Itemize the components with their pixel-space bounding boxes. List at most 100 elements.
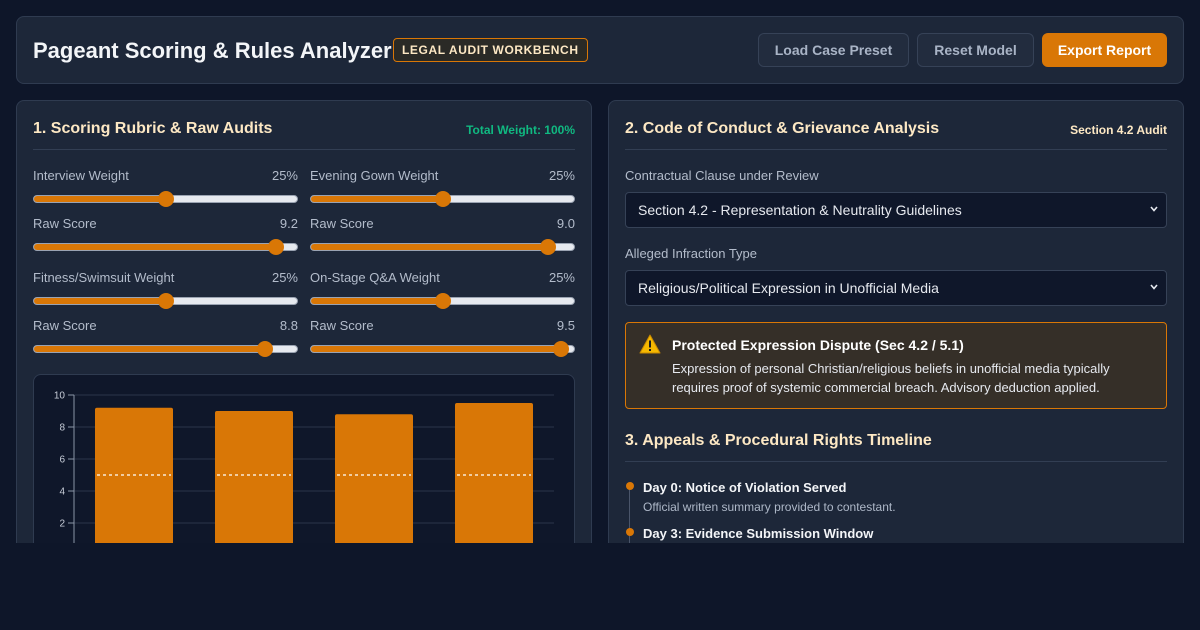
page-background: [0, 543, 1200, 630]
section-audit-label: Section 4.2 Audit: [1070, 123, 1167, 137]
weight-label: On-Stage Q&A Weight: [310, 270, 440, 285]
score-chart: 10 8 6 4 2: [33, 374, 575, 574]
scoring-rubric-panel: 1. Scoring Rubric & Raw Audits Total Wei…: [16, 100, 592, 574]
score-bar-chart: 10 8 6 4 2: [54, 391, 554, 573]
slider-fill: [34, 298, 166, 304]
infraction-select[interactable]: Religious/Political Expression in Unoffi…: [625, 270, 1167, 306]
slider-thumb[interactable]: [257, 341, 274, 357]
panel-divider: [625, 461, 1167, 462]
reset-model-button[interactable]: Reset Model: [917, 33, 1034, 67]
slider-header: Raw Score 8.8: [33, 318, 298, 334]
score-label: Raw Score: [33, 318, 97, 333]
timeline-item-title: Day 0: Notice of Violation Served: [643, 480, 847, 495]
slider-thumb[interactable]: [552, 341, 569, 357]
slider-thumb[interactable]: [434, 293, 451, 309]
total-weight-indicator: Total Weight: 100%: [466, 123, 575, 137]
weight-slider[interactable]: [33, 191, 298, 207]
infraction-label: Alleged Infraction Type: [625, 246, 758, 261]
slider-thumb[interactable]: [267, 239, 284, 255]
score-value: 9.0: [556, 216, 575, 231]
score-slider-row: Raw Score 9.5: [310, 318, 575, 358]
score-slider[interactable]: [33, 239, 298, 255]
weight-label: Evening Gown Weight: [310, 168, 439, 183]
app-header: Pageant Scoring & Rules Analyzer LEGAL A…: [16, 16, 1184, 84]
timeline-title: 3. Appeals & Procedural Rights Timeline: [625, 432, 932, 449]
weight-value: 25%: [548, 168, 575, 183]
chevron-down-icon: [1150, 206, 1158, 212]
conduct-analysis-panel: 2. Code of Conduct & Grievance Analysis …: [608, 100, 1184, 561]
conduct-title: 2. Code of Conduct & Grievance Analysis: [625, 120, 940, 137]
score-bar: [215, 411, 293, 573]
timeline-item-desc: Official written summary provided to con…: [643, 500, 896, 514]
panel-divider: [33, 149, 575, 150]
y-tick-label: 2: [59, 519, 65, 530]
weight-slider-row: Evening Gown Weight 25%: [310, 168, 575, 208]
score-value: 9.5: [556, 318, 575, 333]
timeline-item-title: Day 3: Evidence Submission Window: [643, 526, 874, 541]
score-value: 9.2: [279, 216, 298, 231]
score-bar: [455, 403, 533, 573]
clause-selected-value: Section 4.2 - Representation & Neutralit…: [638, 202, 962, 218]
load-case-preset-button[interactable]: Load Case Preset: [758, 33, 909, 67]
score-label: Raw Score: [310, 216, 374, 231]
score-slider[interactable]: [310, 341, 575, 357]
slider-header: Raw Score 9.0: [310, 216, 575, 232]
timeline-dot: [626, 528, 634, 536]
clause-select[interactable]: Section 4.2 - Representation & Neutralit…: [625, 192, 1167, 228]
slider-fill: [311, 196, 443, 202]
slider-header: Raw Score 9.2: [33, 216, 298, 232]
page-title: Pageant Scoring & Rules Analyzer: [33, 38, 392, 63]
slider-fill: [34, 244, 276, 250]
score-value: 8.8: [279, 318, 298, 333]
clause-label: Contractual Clause under Review: [625, 168, 819, 183]
timeline-dot: [626, 482, 634, 490]
weight-label: Interview Weight: [33, 168, 129, 183]
y-tick-label: 6: [59, 455, 65, 466]
chevron-down-icon: [1150, 284, 1158, 290]
slider-thumb[interactable]: [157, 191, 174, 207]
alert-body: Expression of personal Christian/religio…: [672, 361, 1110, 395]
timeline-line: [629, 489, 630, 561]
weight-slider-row: Fitness/Swimsuit Weight 25%: [33, 270, 298, 310]
export-report-button[interactable]: Export Report: [1042, 33, 1167, 67]
slider-fill: [311, 346, 561, 352]
weight-label: Fitness/Swimsuit Weight: [33, 270, 175, 285]
y-tick-label: 10: [54, 391, 66, 402]
slider-thumb[interactable]: [434, 191, 451, 207]
slider-fill: [311, 298, 443, 304]
score-slider[interactable]: [310, 239, 575, 255]
score-slider[interactable]: [33, 341, 298, 357]
score-bar: [335, 414, 413, 573]
slider-header: On-Stage Q&A Weight 25%: [310, 270, 575, 286]
weight-value: 25%: [548, 270, 575, 285]
weight-slider-row: On-Stage Q&A Weight 25%: [310, 270, 575, 310]
score-slider-row: Raw Score 9.0: [310, 216, 575, 256]
score-slider-row: Raw Score 9.2: [33, 216, 298, 256]
weight-slider[interactable]: [310, 293, 575, 309]
y-tick-label: 4: [59, 487, 65, 498]
protected-expression-alert: Protected Expression Dispute (Sec 4.2 / …: [625, 322, 1167, 409]
score-label: Raw Score: [33, 216, 97, 231]
panel-divider: [625, 149, 1167, 150]
weight-slider-row: Interview Weight 25%: [33, 168, 298, 208]
slider-thumb[interactable]: [539, 239, 556, 255]
slider-thumb[interactable]: [157, 293, 174, 309]
score-bar: [95, 407, 173, 573]
weight-slider[interactable]: [33, 293, 298, 309]
weight-slider[interactable]: [310, 191, 575, 207]
slider-header: Fitness/Swimsuit Weight 25%: [33, 270, 298, 286]
slider-header: Interview Weight 25%: [33, 168, 298, 184]
mode-badge: LEGAL AUDIT WORKBENCH: [393, 38, 588, 62]
warning-icon: [639, 334, 661, 354]
score-label: Raw Score: [310, 318, 374, 333]
slider-fill: [34, 346, 266, 352]
slider-header: Evening Gown Weight 25%: [310, 168, 575, 184]
weight-value: 25%: [271, 270, 298, 285]
rubric-title: 1. Scoring Rubric & Raw Audits: [33, 120, 273, 137]
y-tick-label: 8: [59, 423, 65, 434]
slider-header: Raw Score 9.5: [310, 318, 575, 334]
slider-fill: [34, 196, 166, 202]
slider-fill: [311, 244, 548, 250]
score-slider-row: Raw Score 8.8: [33, 318, 298, 358]
weight-value: 25%: [271, 168, 298, 183]
